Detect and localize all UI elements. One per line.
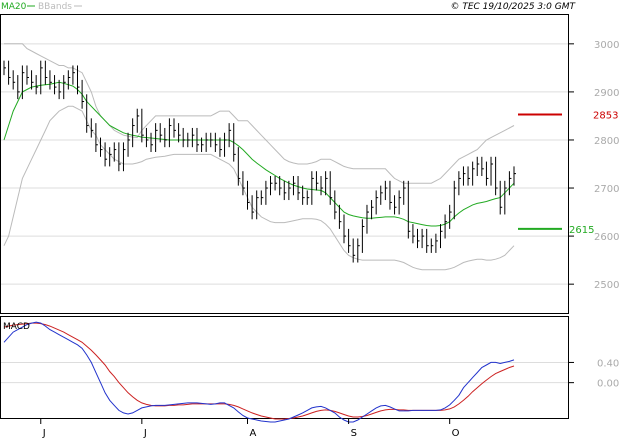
ma-legend-label: MA20 — [1, 2, 27, 12]
x-tick-label: J — [42, 428, 46, 439]
resistance-label: 2853 — [593, 110, 618, 121]
macd-label: MACD — [3, 322, 30, 332]
macd-line — [3, 321, 515, 423]
y-tick-label: 2600 — [594, 232, 619, 243]
macd-panel-frame — [0, 316, 569, 419]
macd-y-tick-label: 0.00 — [597, 379, 619, 390]
support-label: 2615 — [569, 225, 594, 236]
main-panel-frame — [0, 14, 569, 314]
y-tick-label: 2800 — [594, 136, 619, 147]
x-tick-label: J — [143, 428, 147, 439]
bb-legend-label: BBands — [38, 2, 72, 12]
macd-signal-line — [3, 322, 515, 420]
y-tick-label: 2900 — [594, 88, 619, 99]
x-tick-label: S — [351, 428, 357, 439]
y-tick-label: 2500 — [594, 280, 619, 291]
macd-y-tick-label: 0.40 — [597, 358, 619, 369]
copyright-text: © TEC 19/10/2025 3:0 GMT — [450, 2, 576, 12]
y-tick-label: 3000 — [594, 40, 619, 51]
ma20-line — [3, 81, 515, 227]
x-tick-label: O — [452, 428, 460, 439]
bb-lower-line — [3, 105, 515, 271]
x-tick-label: A — [250, 428, 257, 439]
y-tick-label: 2700 — [594, 184, 619, 195]
bb-upper-line — [4, 43, 515, 184]
